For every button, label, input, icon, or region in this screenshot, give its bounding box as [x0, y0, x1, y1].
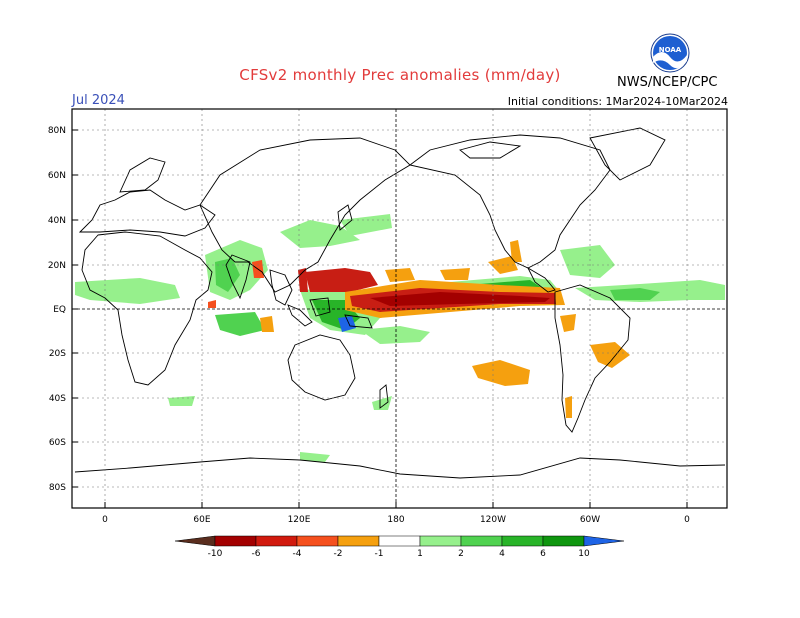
coastline-central-america — [526, 266, 556, 293]
dry-pacific-band-core — [370, 292, 550, 306]
dry-east-pacific-north — [440, 268, 470, 280]
colorbar-label: 6 — [540, 549, 546, 559]
wet-south-pacific — [360, 326, 430, 344]
coastlines — [74, 127, 726, 479]
coastline-india — [225, 254, 251, 300]
coastline-borneo — [309, 297, 331, 317]
dry-chile — [565, 396, 572, 418]
lat-label: 20N — [48, 261, 66, 271]
dry-nw-australia — [208, 300, 216, 308]
lat-lon-grid — [72, 109, 727, 508]
colorbar-segment — [337, 535, 380, 547]
coastline-scandinavia — [119, 157, 166, 193]
dry-central-pacific-north — [385, 268, 415, 282]
colorbar-label: 10 — [578, 549, 590, 559]
lat-label: 60S — [49, 438, 66, 448]
lon-label: 120W — [480, 515, 506, 525]
reference-lines — [72, 109, 727, 508]
anomaly-fields — [75, 214, 725, 462]
tick-marks — [72, 129, 688, 508]
lat-labels: 80N 60N 40N 20N EQ 20S 40S 60S 80S — [48, 126, 66, 493]
lat-label: 40N — [48, 216, 66, 226]
map-title: CFSv2 monthly Prec anomalies (mm/day) — [239, 66, 561, 84]
lat-label: 80S — [49, 483, 66, 493]
colorbar-segment — [501, 535, 544, 547]
wet-indonesia-blue — [338, 316, 356, 332]
colorbar-segment — [542, 535, 585, 547]
lon-label: 60W — [580, 515, 600, 525]
coastline-arctic-islands — [459, 141, 522, 159]
coastline-south-america — [554, 284, 631, 433]
noaa-logo-text: NOAA — [659, 46, 682, 54]
coastline-europe — [78, 189, 216, 237]
dry-south-pacific — [472, 360, 530, 386]
wet-east-asia-strip — [340, 214, 392, 236]
noaa-logo-icon: NOAA — [650, 33, 690, 73]
lon-label: 0 — [102, 515, 108, 525]
colorbar-segment — [460, 535, 503, 547]
wet-atlantic-east-core — [610, 288, 660, 300]
dry-pacific-north — [305, 268, 378, 292]
colorbar-segment — [296, 535, 339, 547]
colorbar-label: -2 — [334, 549, 343, 559]
dry-south-america-west — [560, 314, 576, 332]
lat-label: 60N — [48, 171, 66, 181]
colorbar-segment — [214, 535, 257, 547]
coastline-north-america — [408, 134, 611, 269]
colorbar-label: -6 — [252, 549, 261, 559]
colorbar-label: 1 — [417, 549, 423, 559]
wet-caribbean — [560, 245, 615, 278]
colorbar: -10 -6 -4 -2 -1 1 2 4 6 10 — [174, 535, 625, 559]
dry-brazil — [590, 342, 630, 368]
lon-label: 120E — [288, 515, 311, 525]
lon-labels: 0 60E 120E 180 120W 60W 0 — [102, 515, 690, 525]
dry-indian-ocean — [260, 316, 274, 332]
wet-indian-ocean — [215, 312, 265, 336]
colorbar-label: -10 — [208, 549, 223, 559]
lat-label: EQ — [53, 305, 66, 315]
wet-atlantic-band — [75, 278, 180, 304]
lon-label: 0 — [684, 515, 690, 525]
coastline-asia — [199, 137, 411, 293]
wet-antarctic — [300, 452, 330, 462]
coastline-new-zealand — [379, 384, 389, 409]
coastline-indochina — [269, 269, 293, 306]
coastline-africa — [81, 231, 213, 386]
colorbar-label: -1 — [375, 549, 384, 559]
colorbar-segment — [419, 535, 462, 547]
wet-southern-indian — [168, 396, 195, 406]
colorbar-arrow-left — [174, 535, 216, 547]
colorbar-segment — [378, 535, 421, 547]
dry-mexico-west — [510, 240, 522, 262]
colorbar-arrow-right — [583, 535, 625, 547]
agency-label: NWS/NCEP/CPC — [617, 75, 718, 90]
wet-aus-south — [372, 396, 392, 410]
colorbar-label: 4 — [499, 549, 505, 559]
lon-label: 180 — [387, 515, 404, 525]
forecast-month: Jul 2024 — [72, 93, 125, 108]
colorbar-label: -4 — [293, 549, 302, 559]
coastline-australia — [287, 334, 356, 401]
coastline-antarctica — [74, 457, 726, 479]
coastline-new-guinea — [344, 314, 373, 329]
colorbar-segment — [255, 535, 298, 547]
coastline-greenland — [589, 127, 666, 181]
wet-india-core — [215, 258, 240, 292]
lat-label: 40S — [49, 394, 66, 404]
lat-label: 80N — [48, 126, 66, 136]
colorbar-label: 2 — [458, 549, 464, 559]
lat-label: 20S — [49, 349, 66, 359]
lon-label: 60E — [193, 515, 210, 525]
initial-conditions: Initial conditions: 1Mar2024-10Mar2024 — [507, 95, 728, 108]
